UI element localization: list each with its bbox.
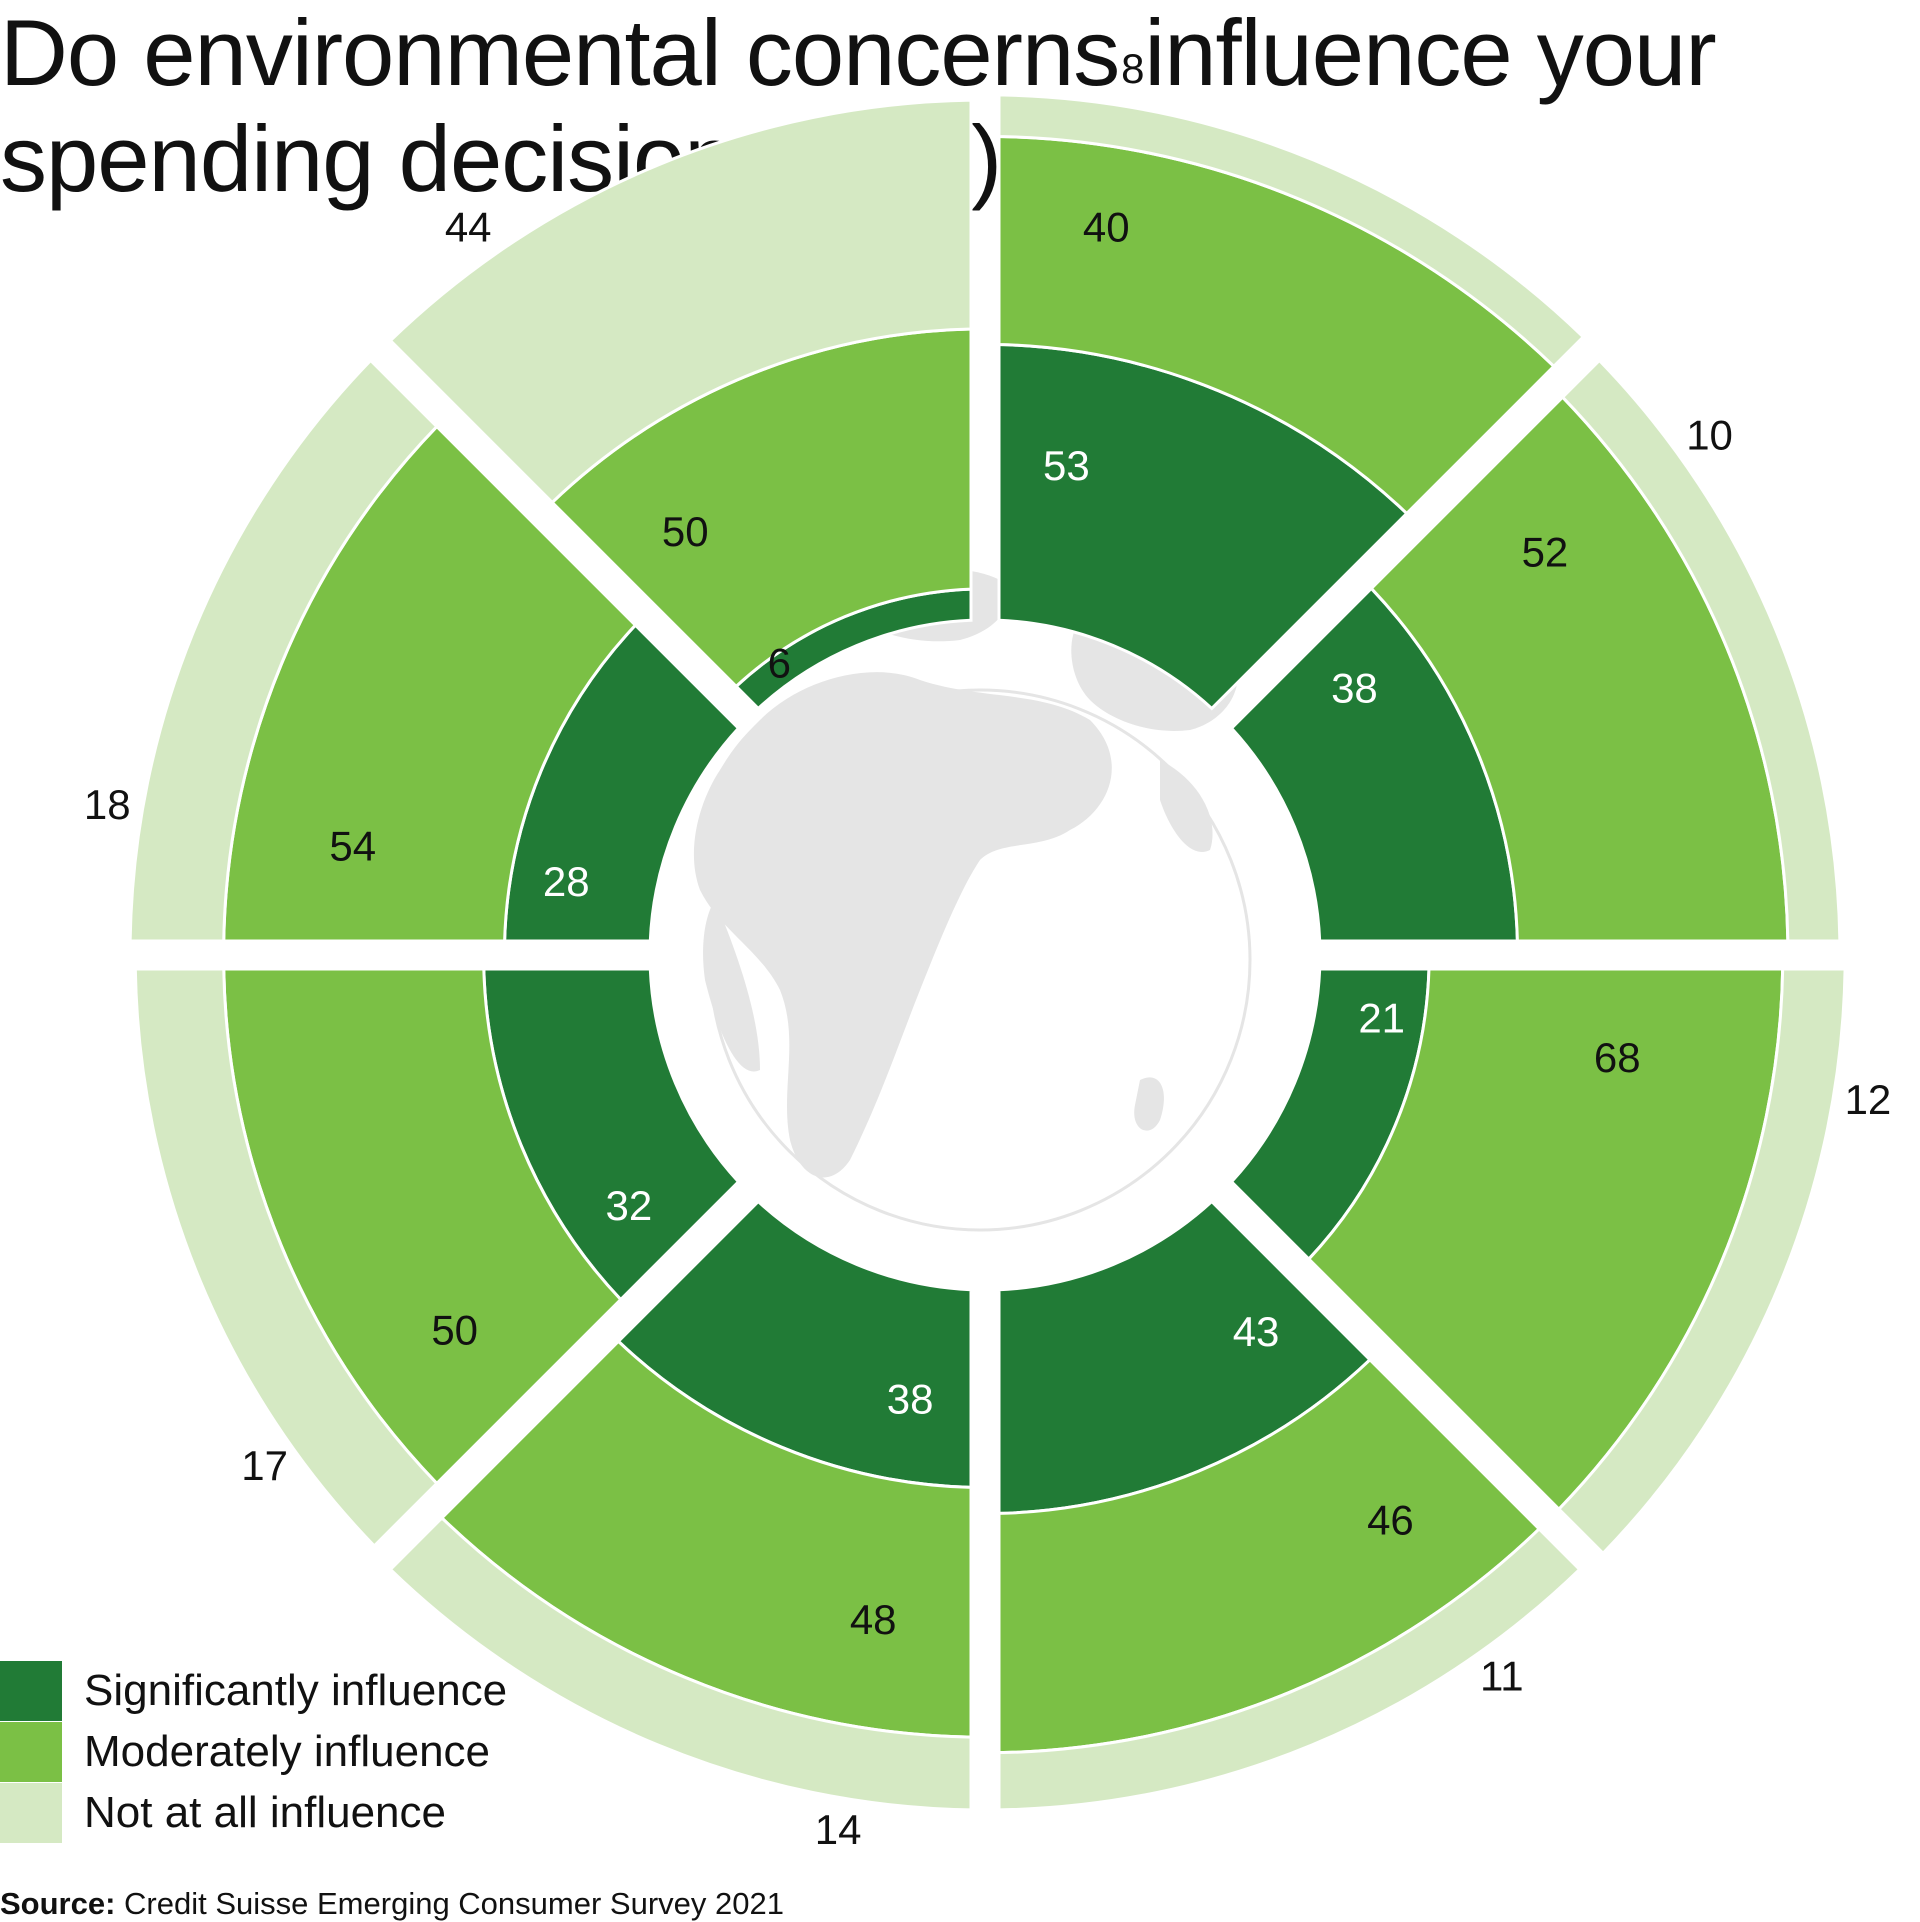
legend-label: Not at all influence [84, 1787, 446, 1837]
data-label-not-at-all: 11 [1480, 1653, 1524, 1700]
legend-label: Significantly influence [84, 1665, 508, 1715]
segment-not-at-all [1556, 967, 1847, 1556]
segment-not-at-all [388, 1515, 973, 1812]
data-label-moderately: 52 [1522, 529, 1569, 576]
data-label-moderately: 54 [329, 822, 376, 869]
source-note: Source: Credit Suisse Emerging Consumer … [0, 1886, 784, 1922]
segment-not-at-all [997, 93, 1586, 369]
segment-not-at-all [128, 358, 439, 943]
legend-swatch-moderately [0, 1721, 62, 1782]
data-label-moderately: 68 [1594, 1034, 1641, 1081]
data-label-not-at-all: 10 [1686, 411, 1733, 458]
legend: Significantly influence Moderately influ… [0, 1660, 507, 1843]
data-label-not-at-all: 14 [815, 1806, 862, 1853]
data-label-not-at-all: 18 [84, 781, 131, 828]
data-label-significantly: 32 [606, 1182, 653, 1229]
data-label-not-at-all: 12 [1845, 1076, 1892, 1123]
legend-item-moderately: Moderately influence [0, 1721, 507, 1782]
legend-item-not-at-all: Not at all influence [0, 1782, 507, 1843]
segment-not-at-all [1560, 358, 1842, 943]
segment-not-at-all [388, 98, 973, 505]
data-label-significantly: 38 [887, 1376, 934, 1423]
data-label-not-at-all: 8 [1121, 45, 1144, 92]
data-label-significantly: 38 [1331, 665, 1378, 712]
data-label-moderately: 50 [431, 1306, 478, 1353]
data-label-significantly: 6 [768, 640, 791, 687]
data-label-moderately: 48 [850, 1596, 897, 1643]
segment-not-at-all [133, 967, 439, 1549]
source-text: Credit Suisse Emerging Consumer Survey 2… [124, 1886, 784, 1921]
legend-swatch-not-at-all [0, 1782, 62, 1843]
data-label-not-at-all: 44 [445, 204, 492, 251]
data-label-moderately: 46 [1367, 1497, 1414, 1544]
data-label-not-at-all: 17 [241, 1442, 288, 1489]
source-label: Source: [0, 1886, 116, 1921]
data-label-significantly: 53 [1043, 442, 1090, 489]
legend-item-significantly: Significantly influence [0, 1660, 507, 1721]
data-label-significantly: 21 [1358, 994, 1405, 1041]
data-label-moderately: 50 [662, 508, 709, 555]
legend-swatch-significantly [0, 1660, 62, 1721]
segment-not-at-all [997, 1526, 1582, 1812]
data-label-significantly: 43 [1233, 1308, 1280, 1355]
legend-label: Moderately influence [84, 1726, 491, 1776]
data-label-significantly: 28 [543, 858, 590, 905]
data-label-moderately: 40 [1083, 204, 1130, 251]
